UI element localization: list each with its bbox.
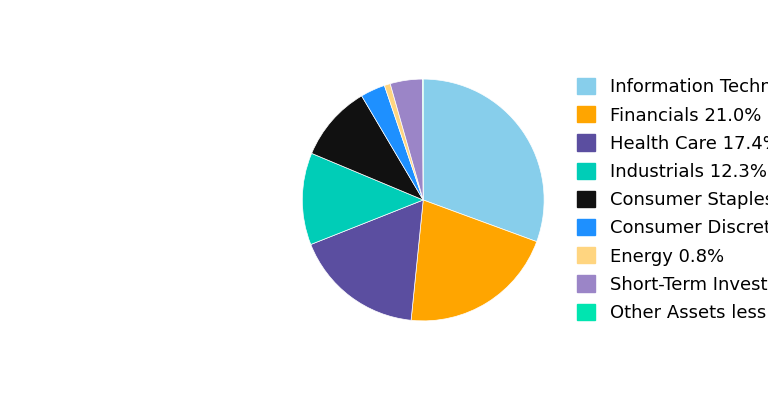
Wedge shape <box>303 153 423 244</box>
Legend: Information Technology 30.6%, Financials 21.0%, Health Care 17.4%, Industrials 1: Information Technology 30.6%, Financials… <box>568 69 768 331</box>
Wedge shape <box>423 79 544 242</box>
Wedge shape <box>390 79 423 200</box>
Wedge shape <box>311 200 423 320</box>
Wedge shape <box>362 86 423 200</box>
Wedge shape <box>385 84 423 200</box>
Wedge shape <box>411 200 537 321</box>
Wedge shape <box>312 96 423 200</box>
